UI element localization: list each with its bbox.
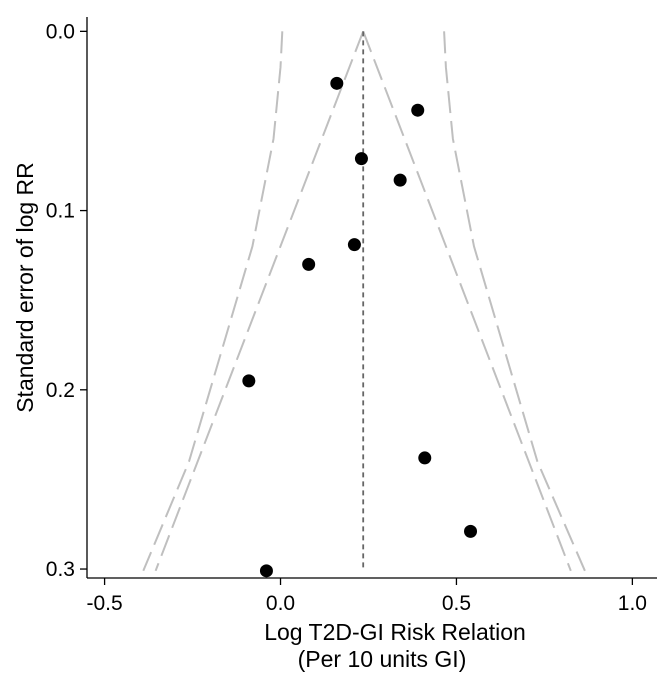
y-axis-title: Standard error of log RR <box>12 162 38 413</box>
funnel-line-inner-right <box>362 30 572 572</box>
y-tick-label: 0.3 <box>46 558 75 581</box>
data-point <box>347 238 361 252</box>
y-tick-label: 0.0 <box>46 20 75 43</box>
y-ticks: 0.0 0.1 0.2 0.3 <box>46 20 87 581</box>
x-tick-label: -0.5 <box>86 592 122 615</box>
data-point <box>259 564 273 578</box>
funnel-lines <box>142 30 586 572</box>
x-tick-label: 0.0 <box>266 592 295 615</box>
axes <box>86 17 657 579</box>
data-point <box>354 152 368 166</box>
data-point <box>411 103 425 117</box>
x-axis-subtitle: (Per 10 units GI) <box>298 646 467 672</box>
x-tick-label: 1.0 <box>618 592 647 615</box>
y-tick-label: 0.1 <box>46 200 75 223</box>
funnel-line-outer-right <box>443 31 586 572</box>
data-point <box>330 76 344 90</box>
x-axis-title: Log T2D-GI Risk Relation <box>264 619 526 645</box>
data-point <box>418 451 432 465</box>
data-point <box>464 524 478 538</box>
data-point <box>242 374 256 388</box>
funnel-line-inner-left <box>154 30 365 572</box>
y-tick-label: 0.2 <box>46 379 75 402</box>
funnel-line-outer-left <box>142 31 284 572</box>
x-tick-label: 0.5 <box>442 592 471 615</box>
data-point <box>393 173 407 187</box>
data-point <box>302 257 316 271</box>
data-points <box>242 76 478 578</box>
x-ticks: -0.5 0.0 0.5 1.0 <box>86 578 647 615</box>
